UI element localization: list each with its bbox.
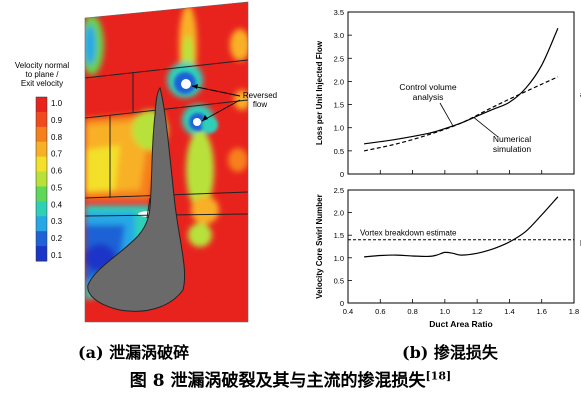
swirl-number-line [364,196,559,258]
x-tick-label: 1.8 [569,307,579,316]
y-tick-label: 2.5 [334,54,344,63]
legend-colorbar [35,96,48,262]
reversed-flow-core-1 [181,79,191,89]
annotation-line-1: Reversed [243,91,277,100]
cfd-contour-figure: Velocity normal to plane / Exit velocity… [15,1,277,323]
legend-color-step [36,186,47,202]
legend-tick-label: 0.6 [51,167,63,176]
figure-caption: 图 8 泄漏涡破裂及其与主流的掺混损失[18] [0,366,581,391]
figure-caption-ref: [18] [425,369,452,383]
legend-tick-label: 0.3 [51,217,63,226]
cfd-contour-panel: Velocity normal to plane / Exit velocity… [0,0,300,340]
x-axis-label: Duct Area Ratio [429,319,492,329]
legend-tick-label: 0.8 [51,133,63,142]
legend-tick-label: 0.4 [51,200,63,209]
y-tick-label: 3.5 [334,8,344,17]
reversed-flow-annotation: Reversed flow [191,84,277,122]
numerical-simulation-label: Numerical [493,134,531,144]
legend-color-step [36,111,47,128]
y-tick-label: 1.0 [334,254,344,263]
legend-color-step [36,231,47,247]
caption-panel-a: (a) 泄漏涡破碎 [78,343,190,362]
legend-tick-label: 0.2 [51,234,63,243]
x-tick-label: 1.4 [504,307,514,316]
y-tick-label: 3.0 [334,31,344,40]
x-tick-label: 0.4 [343,307,353,316]
loss-charts-figure: 0 0.5 1.0 1.5 2.0 2.5 3.0 3.5 Loss per Unit Inje… [315,8,581,329]
x-tick-label: 0.8 [407,307,417,316]
x-tick-label: 1.0 [440,307,450,316]
legend-tick-label: 0.7 [51,150,63,159]
caption-panel-b: (b) 掺混损失 [402,343,498,362]
y-tick-label: 0 [340,170,344,179]
y-axis-label: Velocity Core Swirl Number [315,194,324,298]
y-tick-label: 0.5 [334,276,344,285]
loss-charts-panel: 0 0.5 1.0 1.5 2.0 2.5 3.0 3.5 Loss per Unit Inje… [300,0,581,340]
x-tick-label: 1.6 [536,307,546,316]
blade-shape [87,86,186,312]
y-tick-label: 1.0 [334,124,344,133]
y-tick-label: 2.0 [334,77,344,86]
legend-title-line-3: Exit velocity [21,79,63,88]
legend-color-step [36,126,47,143]
loss-chart: 0 0.5 1.0 1.5 2.0 2.5 3.0 3.5 Loss per Unit Inje… [315,8,581,179]
legend-title-line-2: to plane / [26,70,60,79]
plot-frame [347,189,575,304]
numerical-simulation-label-2: simulation [493,144,532,154]
annotation-line-2: flow [253,100,267,109]
velocity-contour-field [85,2,248,322]
y-tick-label: 2.5 [334,186,344,195]
vortex-breakdown-label: Vortex breakdown estimate [360,229,457,238]
y-axis-label: Loss per Unit Injected Flow [315,40,324,145]
legend-title-line-1: Velocity normal [15,61,69,70]
legend-tick-label: 1.0 [51,99,63,108]
plane-boundaries [85,59,248,219]
y-tick-label: 1.5 [334,231,344,240]
legend-color-step [36,141,47,158]
legend-color-step [36,156,47,173]
legend-tick-label: 0.9 [51,116,63,125]
control-volume-label-2: analysis [413,92,444,102]
legend-color-step [36,246,47,262]
y-tick-label: 2.0 [334,209,344,218]
legend-tick-label: 0.5 [51,183,63,192]
y-tick-label: 0 [340,299,344,308]
legend-tick-label: 0.1 [51,251,63,260]
legend-color-step [36,97,47,113]
reversed-flow-core-2 [193,118,201,126]
legend-color-step [36,216,47,232]
legend-color-step [36,171,47,187]
figure-caption-text: 图 8 泄漏涡破裂及其与主流的掺混损失 [129,371,426,391]
numerical-simulation-line [364,27,559,145]
plot-frame [347,11,575,175]
x-tick-label: 0.6 [375,307,385,316]
color-legend: Velocity normal to plane / Exit velocity… [15,61,69,262]
y-tick-label: 0.5 [334,147,344,156]
control-volume-label: Control volume [399,82,456,92]
y-tick-label: 1.5 [334,101,344,110]
swirl-chart: 0 0.5 1.0 1.5 2.0 2.5 0.4 0.6 0.8 1.0 1.2 1.4 1.6 1.8… [315,186,581,329]
legend-color-step [36,201,47,217]
x-tick-label: 1.2 [472,307,482,316]
